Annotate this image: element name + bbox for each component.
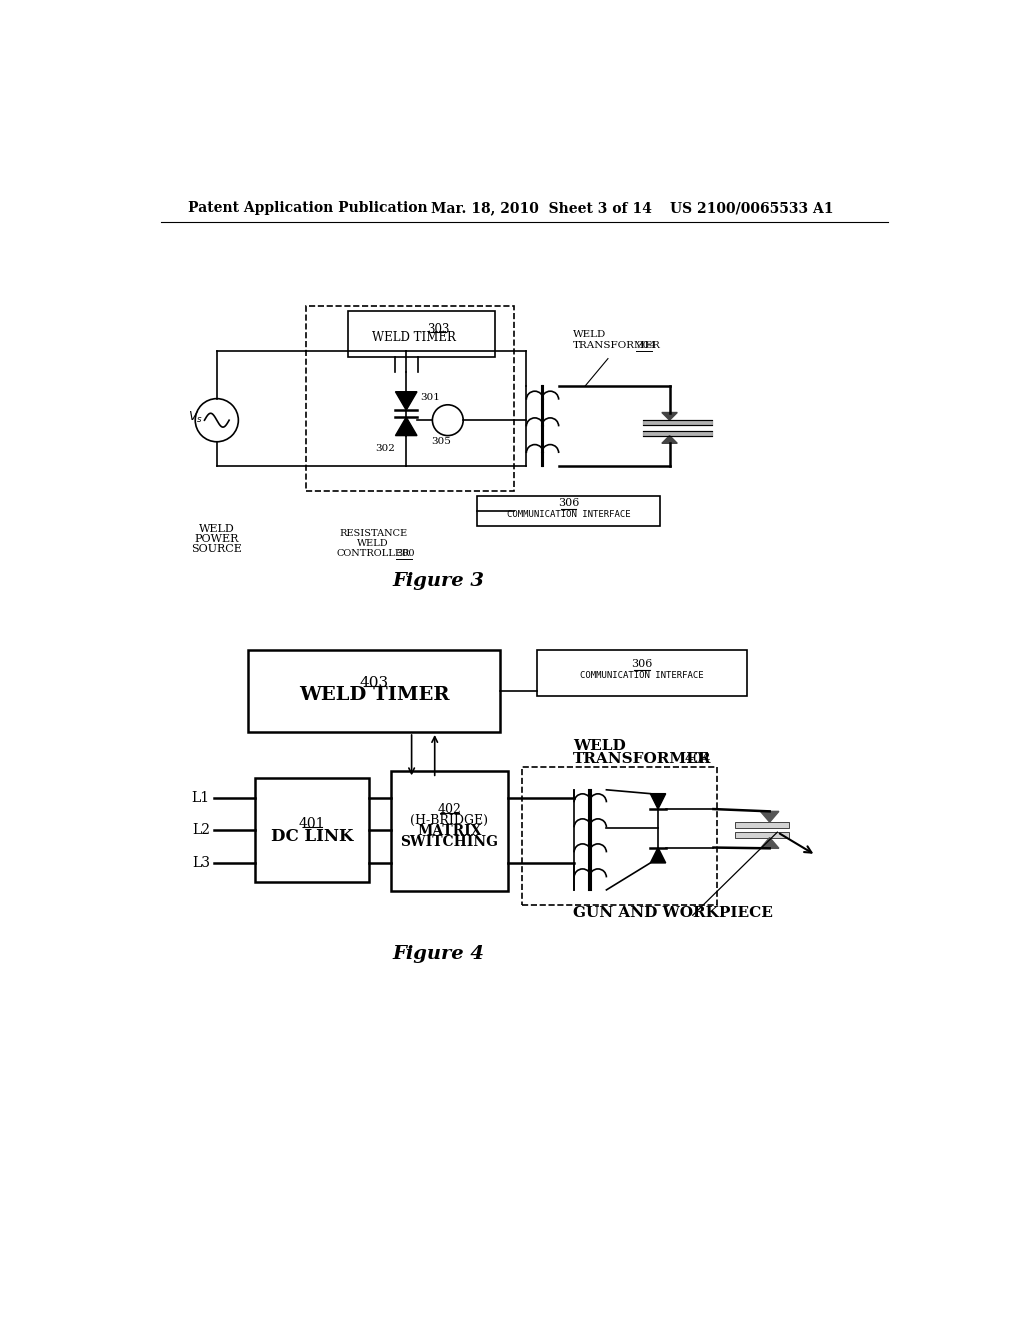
Polygon shape bbox=[761, 812, 779, 822]
Text: 304: 304 bbox=[637, 341, 656, 350]
Text: Mar. 18, 2010  Sheet 3 of 14: Mar. 18, 2010 Sheet 3 of 14 bbox=[431, 202, 651, 215]
Text: RESISTANCE: RESISTANCE bbox=[339, 529, 408, 537]
Text: WELD TIMER: WELD TIMER bbox=[299, 686, 450, 705]
Text: COMMUNICATION INTERFACE: COMMUNICATION INTERFACE bbox=[580, 672, 703, 680]
Polygon shape bbox=[395, 392, 417, 411]
Text: WELD: WELD bbox=[573, 330, 606, 339]
Text: L2: L2 bbox=[191, 822, 210, 837]
Text: TRANSFORMER: TRANSFORMER bbox=[573, 752, 712, 766]
Bar bbox=[521, 767, 717, 906]
Text: 401: 401 bbox=[299, 817, 326, 832]
Text: $V_s$: $V_s$ bbox=[187, 411, 203, 425]
Text: MATRIX: MATRIX bbox=[417, 824, 481, 838]
Text: L1: L1 bbox=[191, 791, 210, 804]
Text: 300: 300 bbox=[396, 549, 415, 558]
Text: SOURCE: SOURCE bbox=[191, 544, 243, 554]
Text: DC LINK: DC LINK bbox=[271, 828, 353, 845]
Text: 403: 403 bbox=[359, 676, 388, 690]
Text: US 2100/0065533 A1: US 2100/0065533 A1 bbox=[670, 202, 834, 215]
Text: 301: 301 bbox=[420, 392, 440, 401]
Text: 306: 306 bbox=[631, 660, 652, 669]
Text: 302: 302 bbox=[376, 445, 395, 453]
Text: 402: 402 bbox=[437, 803, 461, 816]
Bar bbox=[306, 306, 514, 491]
Polygon shape bbox=[735, 822, 788, 828]
Text: 404: 404 bbox=[685, 752, 712, 766]
Text: 306: 306 bbox=[558, 498, 580, 508]
Bar bbox=[255, 779, 370, 882]
Text: 305: 305 bbox=[432, 437, 452, 446]
Bar bbox=[348, 312, 495, 358]
Polygon shape bbox=[643, 420, 712, 425]
Text: Figure 3: Figure 3 bbox=[392, 572, 484, 590]
Text: GUN AND WORKPIECE: GUN AND WORKPIECE bbox=[573, 906, 773, 920]
Polygon shape bbox=[761, 838, 779, 849]
Bar bbox=[248, 649, 500, 733]
Text: Patent Application Publication: Patent Application Publication bbox=[188, 202, 428, 215]
Polygon shape bbox=[662, 436, 677, 444]
Polygon shape bbox=[662, 412, 677, 420]
Text: SWITCHING: SWITCHING bbox=[400, 834, 499, 849]
Text: CONTROLLER: CONTROLLER bbox=[337, 549, 410, 558]
Text: POWER: POWER bbox=[195, 533, 239, 544]
Text: L3: L3 bbox=[191, 855, 210, 870]
Polygon shape bbox=[643, 430, 712, 436]
Polygon shape bbox=[735, 832, 788, 838]
Text: WELD: WELD bbox=[357, 539, 389, 548]
Text: WELD TIMER: WELD TIMER bbox=[372, 330, 456, 343]
Text: (H-BRIDGE): (H-BRIDGE) bbox=[411, 813, 488, 826]
Text: 303: 303 bbox=[427, 323, 450, 335]
Text: WELD: WELD bbox=[573, 739, 626, 752]
Text: WELD: WELD bbox=[199, 524, 234, 533]
Polygon shape bbox=[395, 417, 417, 436]
Bar bbox=[391, 771, 508, 891]
Text: TRANSFORMER: TRANSFORMER bbox=[573, 341, 662, 350]
Polygon shape bbox=[650, 793, 666, 809]
Text: COMMUNICATION INTERFACE: COMMUNICATION INTERFACE bbox=[507, 510, 631, 519]
Bar bbox=[477, 496, 660, 527]
Text: Figure 4: Figure 4 bbox=[392, 945, 484, 964]
Bar bbox=[538, 649, 746, 696]
Polygon shape bbox=[650, 847, 666, 863]
